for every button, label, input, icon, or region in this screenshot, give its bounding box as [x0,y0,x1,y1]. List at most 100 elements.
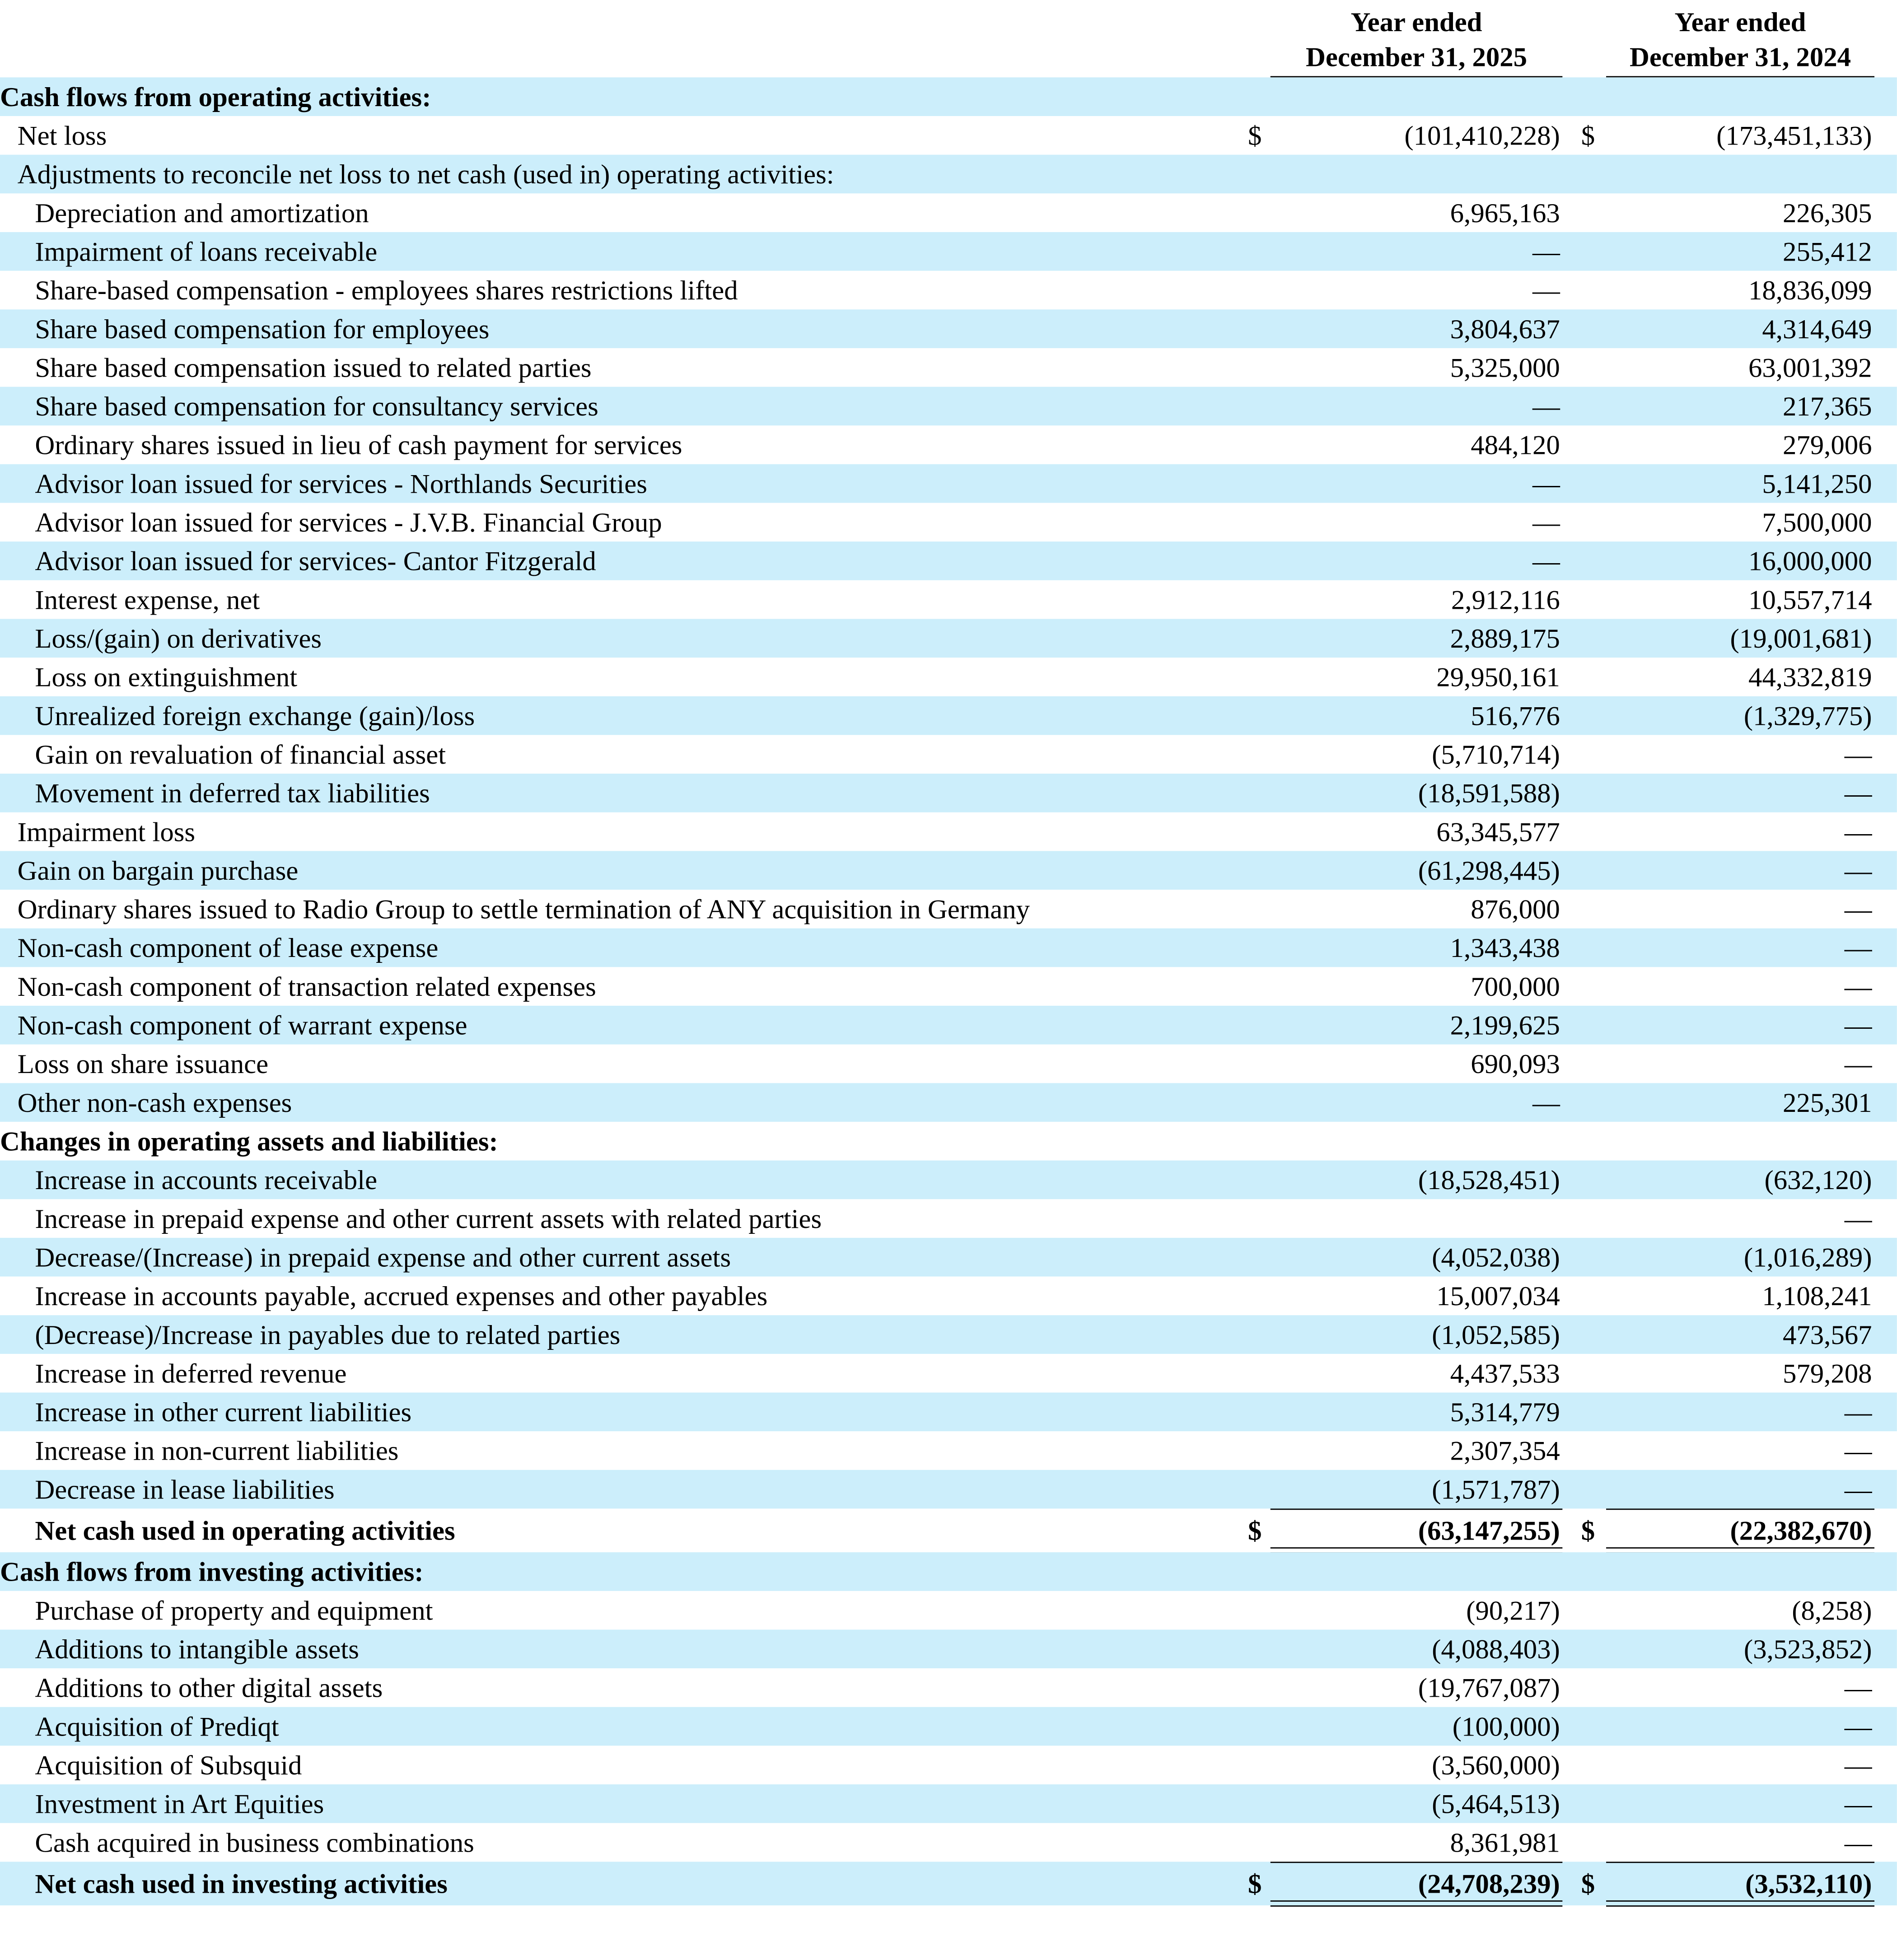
row-label: Ordinary shares issued to Radio Group to… [17,893,1030,925]
header-line: Year ended [1674,6,1806,37]
total-double-rule [1270,1900,1563,1907]
subtotal-rule [1606,1508,1875,1510]
amount: (4,088,403) [1432,1633,1560,1665]
amount: (63,147,255) [1418,1515,1560,1546]
row-label: Share based compensation issued to relat… [35,352,592,383]
row-label: Advisor loan issued for services - North… [35,468,647,499]
amount: — [1532,506,1560,538]
row-label: Acquisition of Prediqt [35,1711,279,1742]
table-row: Movement in deferred tax liabilities (18,… [0,774,1897,812]
table-row: Net cash used in operating activities $ $ (… [0,1508,1897,1554]
table-row: Ordinary shares issued to Radio Group to… [0,890,1897,929]
row-label: Gain on revaluation of financial asset [35,738,446,770]
amount: 876,000 [1471,893,1560,925]
header-line: December 31, 2024 [1629,41,1851,73]
table-row: Unrealized foreign exchange (gain)/loss 5… [0,696,1897,735]
table-row: Advisor loan issued for services- Cantor… [0,541,1897,580]
amount: (18,591,588) [1418,777,1560,809]
table-row: Increase in non-current liabilities 2,307… [0,1431,1897,1470]
row-label: Net cash used in investing activities [35,1868,448,1899]
row-label: Movement in deferred tax liabilities [35,777,430,809]
table-row: Gain on revaluation of financial asset (5… [0,735,1897,774]
table-row: Increase in accounts receivable (18,528,4… [0,1160,1897,1199]
row-label: Impairment of loans receivable [35,236,378,267]
currency-sign: $ [1581,1515,1595,1546]
amount: (632,120) [1764,1164,1872,1195]
amount: (19,001,681) [1730,622,1872,654]
amount: (5,464,513) [1432,1788,1560,1820]
row-label: Increase in accounts receivable [35,1164,378,1195]
row-label: Increase in deferred revenue [35,1358,347,1389]
amount: 2,912,116 [1451,584,1560,616]
row-label: Decrease/(Increase) in prepaid expense a… [35,1241,731,1273]
table-row: Cash flows from investing activities: [0,1552,1897,1591]
amount: 255,412 [1782,236,1872,267]
currency-sign: $ [1581,120,1595,151]
amount: 29,950,161 [1436,661,1560,693]
row-label: Increase in other current liabilities [35,1396,412,1428]
table-row: Share based compensation issued to relat… [0,348,1897,387]
amount: (4,052,038) [1432,1241,1560,1273]
amount: — [1844,1827,1872,1858]
row-label: Adjustments to reconcile net loss to net… [17,158,834,190]
row-label: Increase in accounts payable, accrued ex… [35,1280,768,1311]
amount: 2,307,354 [1450,1435,1560,1466]
table-row: Loss on share issuance 690,093 — [0,1045,1897,1083]
table-row: Net cash used in investing activities $ $ (… [0,1862,1897,1907]
amount: (19,767,087) [1418,1672,1560,1703]
amount: 5,325,000 [1450,352,1560,383]
table-row: Purchase of property and equipment (90,21… [0,1591,1897,1630]
row-label: Cash acquired in business combinations [35,1827,474,1858]
row-label: Investment in Art Equities [35,1788,324,1820]
amount: 63,001,392 [1748,352,1872,383]
table-row: Share based compensation for employees 3,… [0,309,1897,348]
table-row: Net loss $ $ (101,410,228) (173,451,133) [0,116,1897,155]
amount: 279,006 [1782,429,1872,461]
amount: (18,528,451) [1418,1164,1560,1195]
amount: 7,500,000 [1762,506,1872,538]
row-label: Ordinary shares issued in lieu of cash p… [35,429,682,461]
amount: 5,314,779 [1450,1396,1560,1428]
row-label: Net cash used in operating activities [35,1515,455,1546]
header-line: Year ended [1350,6,1482,37]
amount: 8,361,981 [1450,1827,1560,1858]
row-label: Non-cash component of lease expense [17,932,439,964]
table-row: Changes in operating assets and liabilit… [0,1122,1897,1161]
amount: (61,298,445) [1418,854,1560,886]
table-row: Increase in deferred revenue 4,437,533 579… [0,1354,1897,1393]
amount: (1,052,585) [1432,1319,1560,1350]
amount: — [1844,738,1872,770]
row-label: Depreciation and amortization [35,197,369,229]
table-row: Non-cash component of transaction relate… [0,967,1897,1006]
amount: — [1532,545,1560,577]
amount: (24,708,239) [1418,1868,1560,1899]
table-row: Interest expense, net 2,912,116 10,557,714 [0,580,1897,619]
amount: 516,776 [1471,700,1560,732]
table-row: Other non-cash expenses — 225,301 [0,1083,1897,1122]
table-row: Additions to other digital assets (19,767… [0,1668,1897,1707]
table-row: Advisor loan issued for services - North… [0,464,1897,503]
amount: 4,314,649 [1762,313,1872,345]
amount: — [1844,1048,1872,1079]
amount: — [1844,893,1872,925]
amount: — [1532,468,1560,499]
table-row: Adjustments to reconcile net loss to net… [0,154,1897,194]
amount: — [1844,1749,1872,1781]
row-label: Net loss [17,120,107,151]
amount: — [1844,1672,1872,1703]
column-header: Year ended December 31, 2024 [1606,5,1875,78]
table-row: Share based compensation for consultancy… [0,387,1897,426]
row-label: Cash flows from operating activities: [0,81,431,112]
row-label: Decrease in lease liabilities [35,1474,335,1505]
amount: 484,120 [1471,429,1560,461]
row-label: Acquisition of Subsquid [35,1749,302,1781]
subtotal-rule [1270,1862,1563,1863]
row-label: Interest expense, net [35,584,260,616]
currency-sign: $ [1248,120,1262,151]
table-row: Increase in prepaid expense and other cu… [0,1199,1897,1238]
row-label: Share based compensation for employees [35,313,490,345]
subtotal-rule [1606,1862,1875,1863]
row-label: Non-cash component of transaction relate… [17,971,596,1002]
amount: 579,208 [1782,1358,1872,1389]
